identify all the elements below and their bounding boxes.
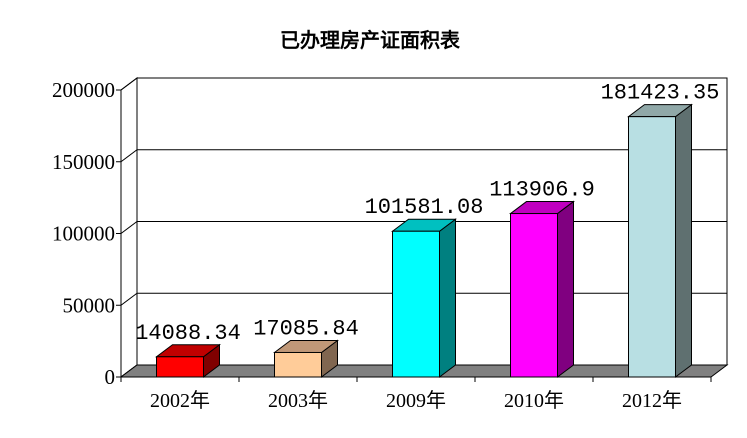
bar-2010年: 113906.9: [489, 178, 595, 378]
axes: 0 50000 100000 150000 200000 2002年 2003年 2009年 2…: [52, 78, 712, 412]
data-label: 113906.9: [489, 178, 595, 203]
y-tick-label: 50000: [63, 293, 116, 317]
bar-side: [439, 218, 456, 378]
data-label: 14088.34: [135, 321, 241, 346]
bar: [628, 116, 676, 378]
bar: [156, 356, 204, 378]
bar-2002年: 14088.34: [135, 321, 241, 378]
data-label: 181423.35: [601, 81, 720, 106]
data-label: 17085.84: [253, 316, 359, 341]
chart-title: 已办理房产证面积表: [280, 28, 461, 52]
y-tick-label: 200000: [52, 78, 115, 102]
bar: [392, 230, 440, 378]
y-tick-label: 150000: [52, 150, 115, 174]
x-tick-label: 2003年: [268, 389, 328, 412]
bar-side: [675, 103, 692, 378]
gridline-side: [120, 77, 138, 91]
gridline-side: [120, 221, 138, 234]
bar: [510, 213, 558, 378]
bar-side: [557, 200, 574, 378]
bar-2003年: 17085.84: [253, 316, 359, 378]
bar-2012年: 181423.35: [601, 81, 720, 378]
gridline-side: [120, 292, 138, 306]
data-label: 101581.08: [365, 195, 484, 220]
y-tick-label: 100000: [52, 222, 115, 246]
y-tick-label: 0: [105, 365, 116, 389]
gridline-side: [120, 149, 138, 163]
x-tick-label: 2012年: [622, 389, 682, 412]
x-tick-label: 2002年: [150, 389, 210, 412]
bar: [274, 351, 322, 378]
x-tick-label: 2009年: [386, 389, 446, 412]
bar-2009年: 101581.08: [365, 195, 484, 378]
x-tick-label: 2010年: [504, 389, 564, 412]
